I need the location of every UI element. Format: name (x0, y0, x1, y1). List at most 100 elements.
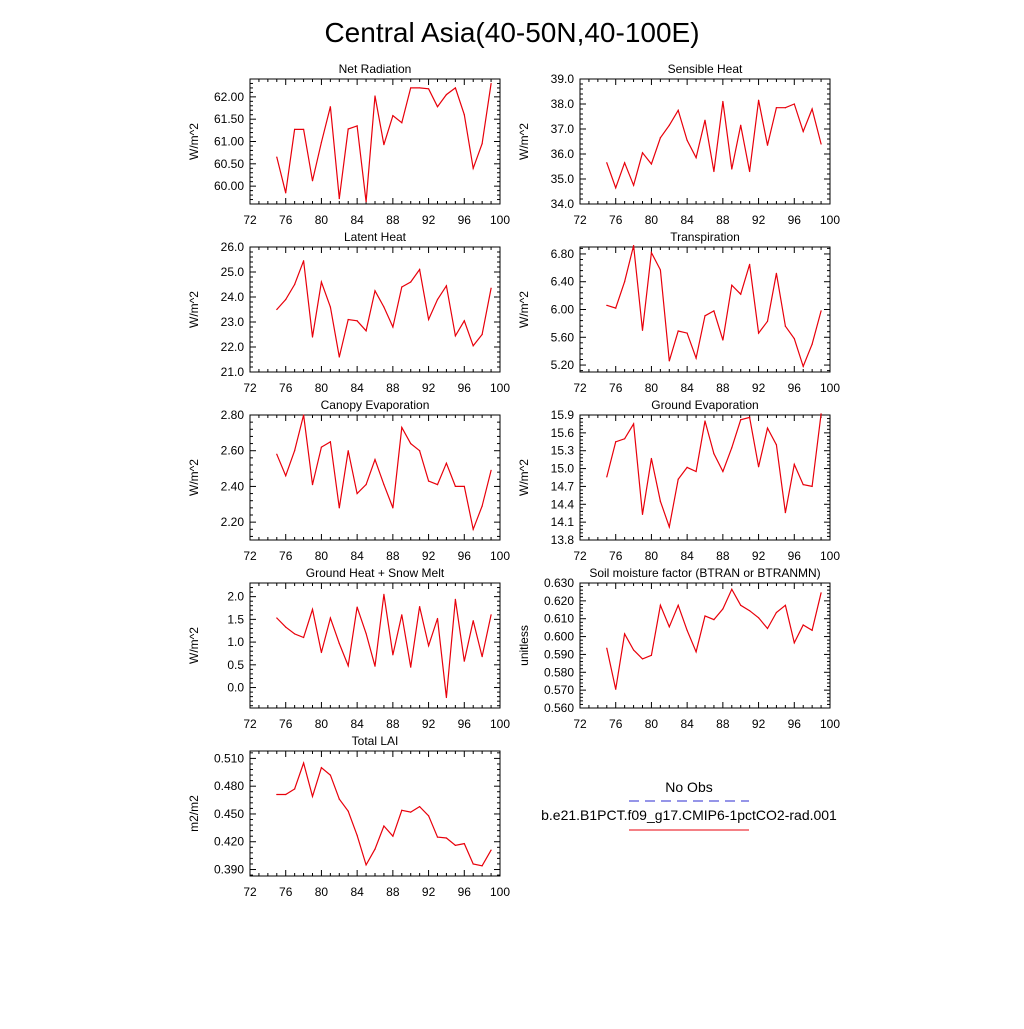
y-tick-label: 15.3 (551, 444, 575, 458)
data-point (329, 441, 331, 443)
data-point (686, 629, 688, 631)
data-point (722, 100, 724, 103)
data-point (606, 476, 608, 478)
y-tick-label: 39.0 (551, 72, 575, 86)
x-tick-label: 84 (680, 549, 694, 563)
data-point (302, 762, 305, 764)
panel-title: Total LAI (352, 734, 399, 748)
legend-label-no-obs: No Obs (665, 779, 712, 795)
data-point (481, 656, 483, 658)
data-point (410, 811, 412, 813)
data-point (445, 94, 448, 96)
y-axis-label: unitless (517, 625, 531, 666)
data-point (722, 608, 724, 610)
data-point (713, 619, 715, 621)
data-point (285, 793, 287, 796)
x-tick-label: 84 (680, 717, 694, 731)
data-point (481, 333, 483, 336)
y-tick-label: 0.560 (544, 701, 574, 715)
data-point (445, 462, 448, 464)
y-tick-label: 14.1 (551, 515, 575, 529)
data-point (445, 285, 448, 287)
data-point (802, 130, 804, 133)
data-point (820, 413, 822, 415)
y-tick-label: 61.50 (214, 112, 244, 126)
series-line (276, 83, 492, 202)
data-point (749, 263, 751, 265)
data-point (793, 338, 795, 340)
data-point (427, 480, 430, 482)
data-point (427, 88, 430, 90)
data-point (329, 774, 331, 776)
data-point (365, 484, 367, 486)
data-point (383, 593, 385, 595)
x-tick-label: 76 (609, 213, 623, 227)
x-tick-label: 100 (490, 549, 510, 563)
data-point (606, 162, 608, 164)
legend-label-model-run: b.e21.B1PCT.f09_g17.CMIP6-1pctCO2-rad.00… (541, 807, 837, 823)
x-tick-label: 96 (788, 717, 802, 731)
x-tick-label: 80 (645, 549, 659, 563)
x-tick-label: 76 (609, 717, 623, 731)
data-point (731, 447, 733, 449)
data-point (793, 103, 795, 105)
data-point (436, 298, 439, 301)
y-tick-label: 35.0 (551, 172, 575, 186)
x-tick-label: 84 (680, 381, 694, 395)
x-tick-label: 100 (490, 717, 510, 731)
data-point (650, 654, 653, 656)
panel-title: Ground Evaporation (651, 398, 758, 412)
y-tick-label: 1.0 (227, 635, 244, 649)
data-point (329, 306, 331, 308)
data-point (677, 478, 679, 480)
y-axis-label: W/m^2 (187, 291, 201, 328)
data-point (481, 865, 483, 867)
plot-frame (579, 414, 831, 541)
x-tick-label: 72 (573, 549, 587, 563)
data-point (481, 143, 483, 145)
data-point (338, 507, 340, 509)
x-tick-label: 88 (386, 549, 400, 563)
data-point (686, 466, 688, 468)
x-tick-label: 92 (422, 381, 436, 395)
data-point (454, 87, 456, 89)
data-point (356, 320, 358, 322)
data-point (668, 124, 670, 126)
data-point (624, 438, 626, 440)
data-point (677, 604, 679, 606)
legend: No Obs b.e21.B1PCT.f09_g17.CMIP6-1pctCO2… (541, 779, 837, 831)
data-point (302, 260, 305, 262)
y-axis-label: W/m^2 (187, 459, 201, 496)
y-tick-label: 0.510 (214, 751, 244, 765)
panel-title: Soil moisture factor (BTRAN or BTRANMN) (589, 566, 820, 580)
data-point (294, 450, 296, 452)
data-point (731, 588, 733, 590)
data-point (615, 688, 617, 690)
x-tick-label: 76 (279, 885, 293, 899)
y-tick-label: 24.0 (221, 290, 245, 304)
x-tick-label: 88 (716, 549, 730, 563)
x-tick-label: 80 (645, 213, 659, 227)
data-point (285, 298, 287, 301)
data-point (311, 336, 314, 338)
panel-title: Net Radiation (339, 62, 412, 76)
panel-ground-evaporation: Ground Evaporation W/m^2 72 76 80 84 88 92 96 100… (517, 398, 840, 563)
x-tick-label: 100 (820, 717, 840, 731)
data-point (320, 446, 323, 448)
plot-frame (249, 414, 501, 541)
data-point (302, 414, 305, 416)
data-point (775, 611, 778, 614)
series-line (276, 594, 492, 698)
data-point (320, 651, 323, 654)
x-tick-label: 100 (490, 885, 510, 899)
data-point (615, 441, 617, 443)
x-tick-label: 84 (350, 717, 364, 731)
data-point (347, 128, 349, 130)
data-point (695, 357, 697, 359)
x-tick-label: 88 (716, 213, 730, 227)
data-point (659, 137, 661, 139)
data-point (490, 82, 492, 85)
x-tick-label: 88 (386, 381, 400, 395)
data-point (749, 170, 751, 173)
